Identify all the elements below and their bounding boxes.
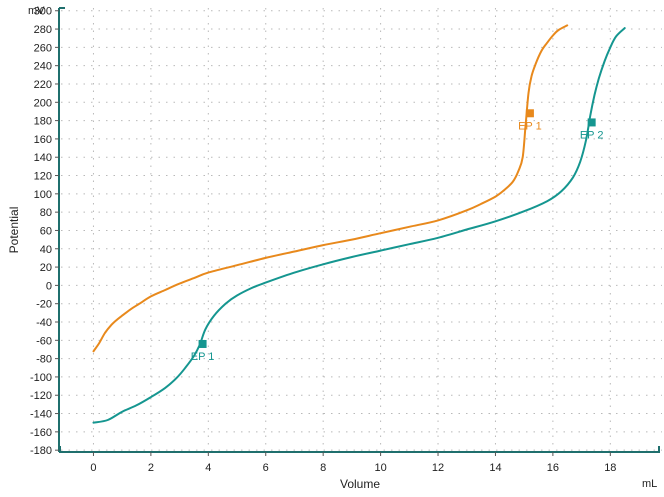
y-tick-label: -120 — [30, 390, 52, 402]
y-tick-label: -20 — [36, 299, 52, 311]
x-tick-label: 0 — [90, 462, 96, 474]
y-tick-label: -160 — [30, 427, 52, 439]
y-unit-label: mV — [28, 5, 45, 17]
y-tick-label: -80 — [36, 354, 52, 366]
endpoint-marker — [587, 118, 596, 127]
y-tick-label: 160 — [34, 134, 52, 146]
x-axis-title: Volume — [340, 477, 380, 491]
y-tick-label: 100 — [34, 189, 52, 201]
y-tick-label: 220 — [34, 79, 52, 91]
y-tick-label: 260 — [34, 42, 52, 54]
x-tick-label: 6 — [263, 462, 269, 474]
y-axis-title: Potential — [7, 207, 21, 254]
x-tick-label: 12 — [432, 462, 444, 474]
x-unit-label: mL — [642, 478, 657, 490]
y-tick-label: 240 — [34, 61, 52, 73]
x-tick-label: 4 — [205, 462, 211, 474]
endpoint-markers: EP 1 EP 2 EP 1 — [191, 109, 604, 363]
y-tick-labels: -180 -160 -140 -120 -100 -80 -60 -40 -20 0 20 40 60 8… — [30, 6, 52, 457]
endpoint-marker — [198, 339, 207, 348]
x-tick-label: 16 — [547, 462, 559, 474]
x-tick-label: 8 — [320, 462, 326, 474]
y-tick-label: 120 — [34, 171, 52, 183]
endpoint-label: EP 1 — [191, 351, 215, 363]
x-tick-label: 18 — [604, 462, 616, 474]
x-tick-label: 10 — [374, 462, 386, 474]
y-tick-label: 80 — [40, 207, 52, 219]
y-tick-label: -180 — [30, 445, 52, 457]
y-tick-label: 40 — [40, 244, 52, 256]
y-tick-label: 140 — [34, 152, 52, 164]
x-axis — [59, 446, 660, 453]
series-line-2 — [92, 27, 626, 424]
series-layer — [92, 24, 626, 424]
endpoint-label: EP 2 — [580, 129, 604, 141]
grid — [55, 8, 662, 456]
y-tick-label: 0 — [46, 280, 52, 292]
x-tick-labels: 0 2 4 6 8 10 12 14 16 18 — [90, 462, 616, 474]
y-tick-label: -40 — [36, 317, 52, 329]
y-tick-label: -60 — [36, 335, 52, 347]
series-line-1 — [92, 24, 569, 353]
y-tick-label: -140 — [30, 409, 52, 421]
y-tick-label: 20 — [40, 262, 52, 274]
endpoint-marker — [525, 109, 534, 118]
x-tick-label: 2 — [148, 462, 154, 474]
x-tick-label: 14 — [489, 462, 501, 474]
y-tick-label: 60 — [40, 225, 52, 237]
y-tick-label: -100 — [30, 372, 52, 384]
y-tick-label: 180 — [34, 116, 52, 128]
endpoint-label: EP 1 — [518, 120, 542, 132]
y-tick-label: 200 — [34, 97, 52, 109]
y-tick-label: 280 — [34, 24, 52, 36]
y-tick-label: 300 — [34, 6, 52, 18]
